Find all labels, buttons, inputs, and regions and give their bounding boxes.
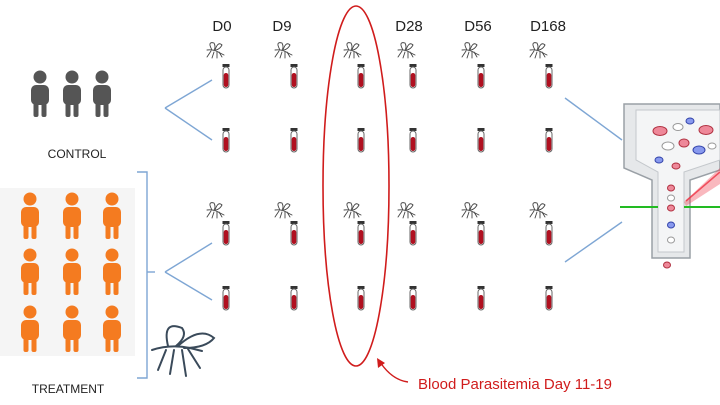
control-group-icons	[31, 70, 111, 117]
blood-tube-icon	[222, 285, 230, 311]
blood-tube-icon	[290, 220, 298, 246]
day-label-d0: D0	[212, 18, 231, 35]
blood-tube-icon	[409, 63, 417, 89]
annotation-label: Blood Parasitemia Day 11-19	[418, 376, 612, 393]
blood-tube-icon	[357, 63, 365, 89]
day-label-d168: D168	[530, 18, 566, 35]
blood-tube-icon	[357, 127, 365, 153]
blood-tube-icon	[222, 63, 230, 89]
mosquito-icon	[529, 202, 548, 219]
mosquito-large-icon	[151, 325, 216, 377]
day-label-d9: D9	[272, 18, 291, 35]
blood-tube-icon	[409, 127, 417, 153]
branch-lines	[164, 79, 623, 301]
blood-tube-icon	[409, 220, 417, 246]
highlight-ellipse	[322, 5, 390, 367]
mosquito-icon	[206, 202, 225, 219]
blood-tube-icon	[290, 63, 298, 89]
person-icon	[93, 70, 111, 117]
blood-tube-icon	[545, 127, 553, 153]
blood-tube-icon	[477, 220, 485, 246]
day-label-d28: D28	[395, 18, 423, 35]
mosquito-icon	[397, 202, 416, 219]
blood-tubes	[222, 63, 553, 311]
blood-tube-icon	[477, 285, 485, 311]
blood-tube-icon	[545, 63, 553, 89]
mosquito-icon	[461, 202, 480, 219]
blood-tube-icon	[357, 285, 365, 311]
annotation-arrowhead	[377, 358, 385, 368]
blood-tube-icon	[477, 63, 485, 89]
mosquito-icon	[397, 42, 416, 59]
blood-tube-icon	[357, 220, 365, 246]
blood-tube-icon	[222, 127, 230, 153]
blood-tube-icon	[290, 127, 298, 153]
blood-tube-icon	[222, 220, 230, 246]
mosquito-icon	[206, 42, 225, 59]
blood-tube-icon	[545, 220, 553, 246]
mosquito-icon	[343, 42, 362, 59]
day-labels: D0 D9 D28 D56 D168	[212, 18, 566, 35]
mosquito-icons	[206, 42, 548, 219]
blood-tube-icon	[545, 285, 553, 311]
blood-tube-icon	[290, 285, 298, 311]
treatment-bracket	[137, 171, 148, 379]
mosquito-icon	[274, 202, 293, 219]
mosquito-icon	[461, 42, 480, 59]
person-icon	[63, 70, 81, 117]
mosquito-icon	[274, 42, 293, 59]
treatment-group-icons	[21, 192, 121, 352]
control-label: CONTROL	[48, 147, 107, 161]
day-label-d56: D56	[464, 18, 492, 35]
mosquito-icon	[343, 202, 362, 219]
person-icon	[31, 70, 49, 117]
flow-cytometer-icon	[620, 103, 720, 269]
mosquito-icon	[529, 42, 548, 59]
annotation-arrow	[379, 361, 409, 383]
blood-tube-icon	[477, 127, 485, 153]
treatment-label: TREATMENT	[32, 382, 105, 396]
blood-tube-icon	[409, 285, 417, 311]
